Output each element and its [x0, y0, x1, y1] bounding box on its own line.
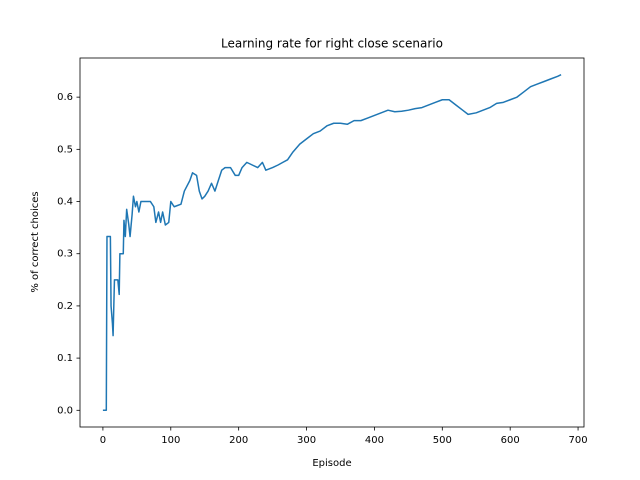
x-tick-label: 100 [161, 435, 180, 446]
x-tick-label: 400 [365, 435, 384, 446]
x-tick-label: 700 [569, 435, 588, 446]
y-tick-label: 0.3 [57, 249, 73, 260]
x-tick-label: 0 [100, 435, 106, 446]
x-tick-label: 200 [229, 435, 248, 446]
y-tick-label: 0.4 [57, 197, 73, 208]
y-tick-label: 0.6 [57, 92, 73, 103]
x-tick-label: 300 [297, 435, 316, 446]
x-tick-label: 500 [433, 435, 452, 446]
y-tick-label: 0.5 [57, 144, 73, 155]
y-tick-label: 0.1 [57, 353, 73, 364]
y-axis-label: % of correct choices [30, 191, 41, 292]
chart-title: Learning rate for right close scenario [221, 37, 443, 51]
plot-frame [79, 57, 585, 428]
x-axis-label: Episode [312, 458, 351, 469]
y-tick-label: 0.2 [57, 301, 73, 312]
x-tick-label: 600 [501, 435, 520, 446]
y-tick-label: 0.0 [57, 405, 73, 416]
line-series [102, 74, 562, 412]
